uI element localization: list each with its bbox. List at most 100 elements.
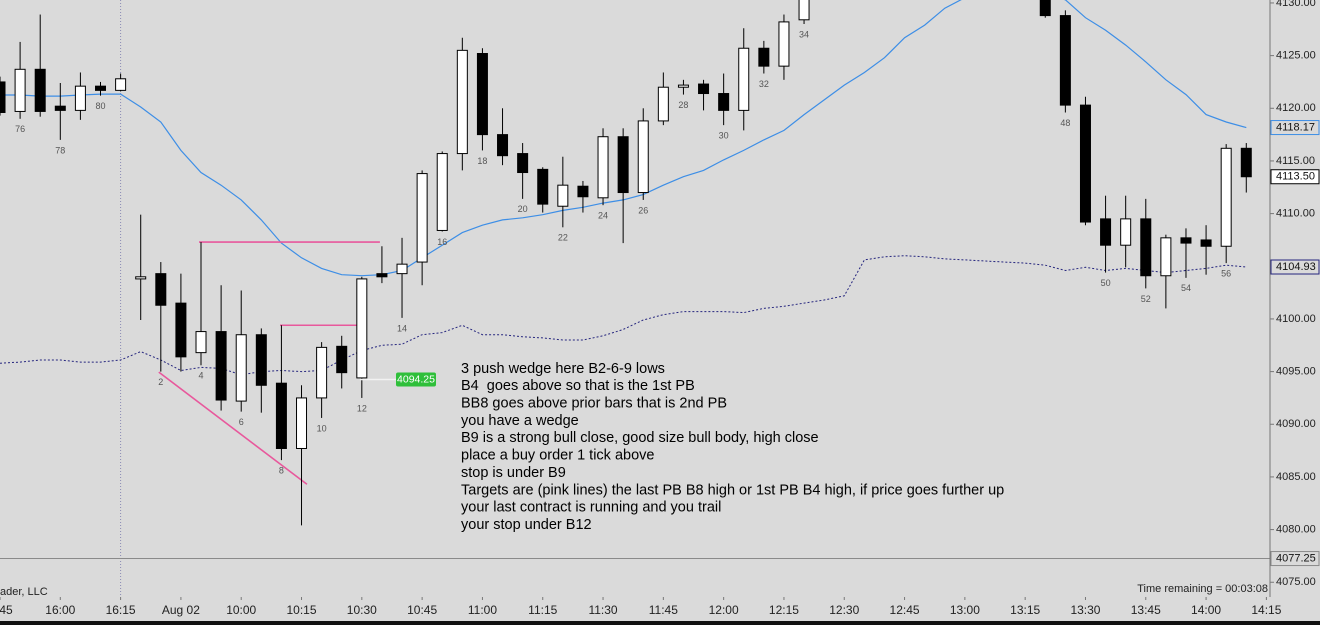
bar-number: 32	[759, 79, 769, 89]
candle-body	[698, 83, 710, 95]
annotation-line: your last contract is running and you tr…	[461, 500, 721, 516]
candle-body	[215, 331, 227, 401]
candle-body	[1079, 104, 1091, 223]
bottom-border	[0, 621, 1320, 625]
candle-body	[637, 120, 649, 194]
y-tick-label: 4115.00	[1276, 155, 1315, 167]
bar-number: 12	[357, 403, 367, 413]
axis-price-label: 4104.93	[1276, 261, 1316, 273]
bar-number: 28	[678, 100, 688, 110]
x-tick-label: 11:15	[528, 603, 557, 617]
candle-body	[0, 81, 6, 113]
candle-body	[436, 153, 448, 231]
candle-body	[1180, 237, 1192, 244]
footer-right: Time remaining = 00:03:08	[1137, 583, 1268, 595]
x-tick-label: 13:45	[1131, 603, 1161, 617]
y-tick-label: 4090.00	[1276, 418, 1316, 430]
y-tick-label: 4125.00	[1276, 50, 1316, 62]
x-tick-label: 13:15	[1010, 603, 1040, 617]
annotation-line: 3 push wedge here B2-6-9 lows	[461, 361, 665, 377]
candle-body	[1100, 218, 1112, 246]
candle-body	[718, 93, 730, 111]
candle-body	[497, 134, 509, 157]
bar-number: 30	[719, 131, 729, 141]
annotation-line: your stop under B12	[461, 517, 592, 533]
candle-body	[255, 334, 267, 386]
candle-body	[597, 136, 609, 199]
annotation-line: place a buy order 1 tick above	[461, 448, 654, 464]
x-tick-label: 11:45	[649, 603, 678, 617]
bar-number: 52	[1141, 294, 1151, 304]
axis-line-label-box	[1270, 551, 1320, 567]
x-tick-label: Aug 02	[162, 603, 200, 617]
annotation-line: B9 is a strong bull close, good size bul…	[461, 430, 819, 446]
candle-body	[356, 278, 368, 379]
price-marker-label: 4094.25	[397, 373, 435, 385]
bar-number: 8	[279, 465, 284, 475]
axis-price-label: 4113.50	[1276, 171, 1315, 183]
candle-body	[376, 273, 388, 278]
candle-body	[175, 302, 187, 358]
candle-body	[14, 68, 26, 112]
bar-number: 76	[15, 124, 25, 134]
annotation-line: BB8 goes above prior bars that is 2nd PB	[461, 396, 727, 412]
axis-line-label: 4077.25	[1276, 552, 1316, 564]
candle-body	[738, 47, 750, 111]
candle-body	[778, 21, 790, 67]
candle-body	[155, 273, 167, 306]
bar-number: 56	[1221, 268, 1231, 278]
x-tick-label: 11:00	[468, 603, 497, 617]
candle-body	[135, 276, 147, 280]
price-marker-box	[396, 372, 436, 387]
candle-body	[275, 382, 287, 449]
bar-number: 50	[1101, 278, 1111, 288]
y-tick-label: 4130.00	[1276, 0, 1316, 9]
candle-body	[296, 397, 308, 449]
bar-number: 24	[598, 211, 608, 221]
axis-price-label-box	[1270, 169, 1320, 185]
candle-body	[1059, 15, 1071, 106]
candle-body	[617, 136, 629, 194]
bar-number: 78	[55, 145, 65, 155]
x-tick-label: 11:30	[588, 603, 617, 617]
x-tick-label: 10:00	[226, 603, 256, 617]
candle-body	[316, 346, 328, 399]
x-tick-label: 10:30	[347, 603, 377, 617]
candle-body	[74, 85, 86, 111]
candle-body	[396, 263, 408, 275]
candle-body	[517, 153, 529, 174]
bar-number: 2	[158, 377, 163, 387]
vwap-line	[0, 255, 1247, 376]
footer-left: ader, LLC	[0, 586, 48, 598]
bar-number: 10	[317, 423, 327, 433]
candle-body	[54, 105, 66, 111]
bar-number: 54	[1181, 283, 1191, 293]
x-tick-label: 16:15	[106, 603, 136, 617]
bar-number: 18	[477, 156, 487, 166]
candle-body	[677, 84, 689, 88]
y-tick-label: 4120.00	[1276, 102, 1316, 114]
bar-number: 22	[558, 233, 568, 243]
y-tick-label: 4085.00	[1276, 471, 1316, 483]
bar-number: 6	[239, 417, 244, 427]
candle-body	[336, 345, 348, 374]
candle-body	[1200, 239, 1212, 247]
bar-number: 34	[799, 29, 809, 39]
bar-number: 4	[199, 371, 204, 381]
candle-body	[195, 331, 207, 354]
candle-body	[95, 85, 107, 91]
annotation-line: Targets are (pink lines) the last PB B8 …	[461, 482, 1004, 498]
candle-body	[476, 53, 488, 136]
x-tick-label: 13:00	[950, 603, 980, 617]
x-tick-label: 16:00	[45, 603, 75, 617]
candle-body	[577, 185, 589, 198]
bar-number: 26	[638, 205, 648, 215]
axis-price-label-box	[1270, 259, 1320, 275]
x-tick-label: 13:30	[1070, 603, 1100, 617]
candle-body	[34, 68, 46, 112]
annotation-line: B4 goes above so that is the 1st PB	[461, 378, 695, 394]
y-tick-label: 4075.00	[1276, 576, 1316, 588]
candle-body	[235, 334, 247, 402]
axis-price-label: 4118.17	[1276, 121, 1315, 133]
